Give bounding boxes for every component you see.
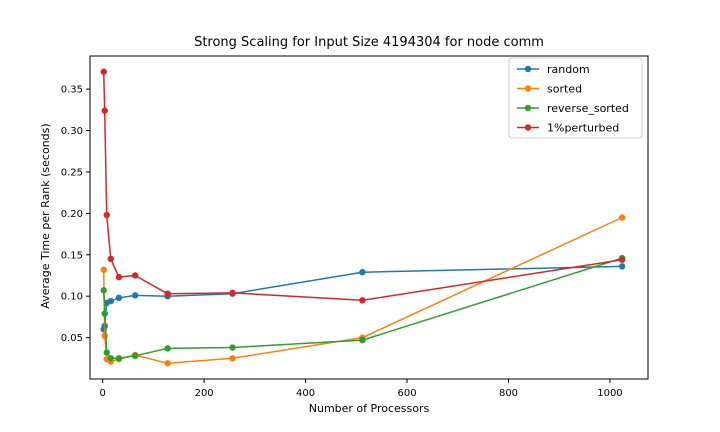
x-tick-label: 0 (99, 388, 105, 399)
data-point (229, 344, 236, 351)
legend-item: random (517, 63, 590, 76)
legend-label: random (547, 63, 590, 76)
data-point (115, 294, 123, 302)
y-tick-label: 0.25 (61, 167, 83, 178)
legend-swatch-marker (524, 85, 532, 92)
legend-item: reverse_sorted (517, 102, 629, 115)
legend-label: 1%perturbed (547, 122, 619, 135)
y-tick-label: 0.05 (61, 333, 83, 344)
data-point (115, 355, 123, 362)
x-tick-label: 800 (499, 388, 518, 399)
x-tick-label: 1000 (597, 388, 622, 399)
legend: random sorted reverse_sorted 1%perturbed (508, 57, 643, 139)
data-point (100, 266, 107, 273)
data-point (101, 310, 108, 317)
data-point (107, 355, 114, 362)
data-point (107, 255, 114, 263)
data-point (103, 349, 110, 356)
x-tick-label: 600 (397, 388, 416, 399)
data-point (101, 107, 108, 114)
data-point (103, 211, 110, 219)
legend-item: 1%perturbed (517, 122, 619, 135)
plot-frame (89, 55, 649, 380)
x-tick-label: 200 (195, 388, 214, 399)
data-point (107, 297, 114, 305)
data-point (618, 263, 626, 270)
data-point (100, 287, 107, 294)
y-tick-label: 0.35 (61, 85, 83, 96)
chart-title: Strong Scaling for Input Size 4194304 fo… (194, 35, 544, 50)
plot-area (100, 68, 626, 367)
x-tick-label: 400 (296, 388, 315, 399)
series-1%perturbed (100, 68, 626, 304)
y-tick-label: 0.30 (61, 126, 83, 137)
data-point (100, 68, 107, 75)
data-point (359, 336, 366, 344)
data-point (618, 214, 626, 221)
legend-label: sorted (547, 83, 582, 96)
legend-label: reverse_sorted (547, 102, 629, 115)
x-axis-label: Number of Processors (309, 402, 430, 415)
data-point (164, 290, 171, 297)
data-point (164, 345, 171, 352)
data-point (164, 360, 171, 367)
data-point (359, 268, 366, 276)
legend-swatch-marker (524, 104, 532, 112)
y-tick-label: 0.10 (61, 292, 83, 303)
data-point (131, 292, 139, 299)
data-point (101, 332, 108, 340)
y-tick-label: 0.20 (61, 209, 83, 220)
axis-ticks: 0 200 400 600 800 1000 0.05 0.10 0.15 0.20 0.25 0.3… (61, 85, 623, 399)
legend-box (508, 57, 643, 139)
legend-item: sorted (517, 83, 582, 96)
series-reverse_sorted (100, 254, 626, 362)
data-point (229, 355, 236, 362)
data-point (115, 273, 123, 281)
series-line (102, 71, 623, 302)
data-point (229, 289, 236, 297)
legend-swatch-marker (524, 124, 532, 131)
y-axis-label: Average Time per Rank (seconds) (39, 123, 52, 308)
data-point (359, 297, 366, 304)
legend-swatch-marker (524, 65, 532, 73)
data-point (131, 352, 139, 360)
data-point (618, 256, 626, 263)
y-tick-label: 0.15 (61, 250, 83, 261)
data-point (131, 272, 139, 279)
series-line (102, 257, 623, 360)
